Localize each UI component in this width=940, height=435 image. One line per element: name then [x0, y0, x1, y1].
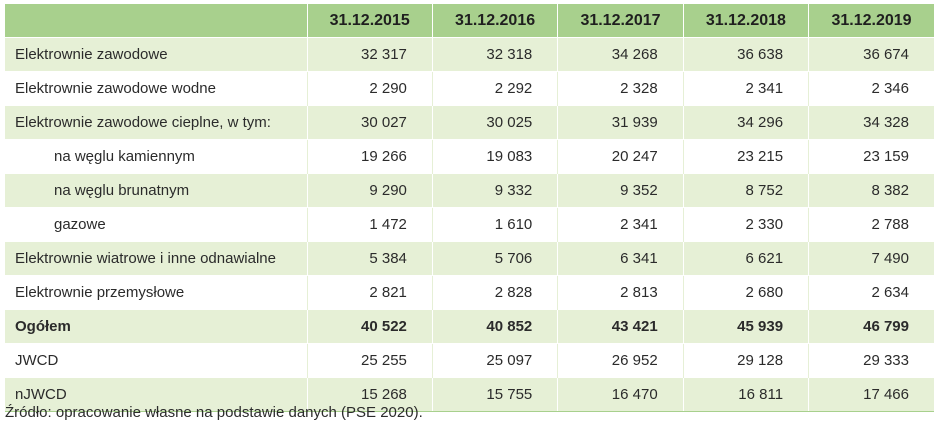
table-row: na węglu brunatnym 9 290 9 332 9 352 8 752 8 …: [5, 173, 934, 208]
table-cell: 2 341: [682, 71, 809, 106]
table-row: Elektrownie przemysłowe 2 821 2 828 2 813 2 …: [5, 275, 934, 310]
table-cell: 16 470: [557, 377, 684, 412]
table-body: Elektrownie zawodowe 32 317 32 318 34 268 36…: [5, 37, 934, 412]
table-row: gazowe 1 472 1 610 2 341 2 330 2 788: [5, 207, 934, 242]
table-cell: 34 268: [557, 37, 684, 72]
table-cell: 2 328: [557, 71, 684, 106]
table-cell: 29 128: [682, 343, 809, 378]
table-cell: 31 939: [557, 105, 684, 140]
table-cell: 20 247: [557, 139, 684, 174]
table-cell: 19 083: [431, 139, 558, 174]
table-cell: 19 266: [306, 139, 433, 174]
capacity-table: 31.12.2015 31.12.2016 31.12.2017 31.12.2…: [5, 4, 934, 412]
table-cell: 23 159: [808, 139, 934, 174]
table-row: Elektrownie wiatrowe i inne odnawialne 5 …: [5, 241, 934, 276]
table-cell: 8 752: [682, 173, 809, 208]
table-cell: 32 318: [431, 37, 558, 72]
table-cell: 45 939: [682, 309, 809, 344]
header-cell: 31.12.2017: [557, 4, 684, 38]
table-cell: 23 215: [682, 139, 809, 174]
table-cell: 46 799: [808, 309, 934, 344]
table-cell: 2 292: [431, 71, 558, 106]
table-cell: 2 346: [808, 71, 934, 106]
table-cell: 5 384: [306, 241, 433, 276]
table-cell: 40 522: [306, 309, 433, 344]
table-cell: 40 852: [431, 309, 558, 344]
table-cell: 2 290: [306, 71, 433, 106]
table-cell: 32 317: [306, 37, 433, 72]
header-cell: [5, 4, 307, 38]
table-cell: 7 490: [808, 241, 934, 276]
table-cell: 1 610: [431, 207, 558, 242]
row-label: gazowe: [5, 207, 307, 242]
table-cell: 9 352: [557, 173, 684, 208]
header-cell: 31.12.2019: [808, 4, 934, 38]
row-label: na węglu brunatnym: [5, 173, 307, 208]
table-row: Ogółem 40 522 40 852 43 421 45 939 46 799: [5, 309, 934, 344]
table-cell: 43 421: [557, 309, 684, 344]
table-row: Elektrownie zawodowe cieplne, w tym: 30 0…: [5, 105, 934, 140]
row-label: Ogółem: [5, 309, 307, 344]
header-cell: 31.12.2018: [682, 4, 809, 38]
row-label: nJWCD: [5, 377, 307, 412]
table-cell: 36 638: [682, 37, 809, 72]
table-row: na węglu kamiennym 19 266 19 083 20 247 23 2…: [5, 139, 934, 174]
table-cell: 8 382: [808, 173, 934, 208]
table-row: Elektrownie zawodowe 32 317 32 318 34 268 36…: [5, 37, 934, 72]
table-cell: 34 328: [808, 105, 934, 140]
table-cell: 1 472: [306, 207, 433, 242]
table-cell: 2 788: [808, 207, 934, 242]
row-label: Elektrownie przemysłowe: [5, 275, 307, 310]
row-label: Elektrownie zawodowe wodne: [5, 71, 307, 106]
table-cell: 30 027: [306, 105, 433, 140]
row-label: Elektrownie zawodowe: [5, 37, 307, 72]
table-cell: 15 755: [431, 377, 558, 412]
table-cell: 2 634: [808, 275, 934, 310]
source-note: Źródło: opracowanie własne na podstawie …: [5, 404, 423, 421]
table-row: JWCD 25 255 25 097 26 952 29 128 29 333: [5, 343, 934, 378]
table-cell: 30 025: [431, 105, 558, 140]
header-row: 31.12.2015 31.12.2016 31.12.2017 31.12.2…: [5, 4, 934, 38]
table-cell: 5 706: [431, 241, 558, 276]
table-cell: 25 097: [431, 343, 558, 378]
row-label: Elektrownie zawodowe cieplne, w tym:: [5, 105, 307, 140]
table-cell: 2 828: [431, 275, 558, 310]
table-row: nJWCD 15 268 15 755 16 470 16 811 17 466: [5, 377, 934, 412]
table-cell: 16 811: [682, 377, 809, 412]
table-cell: 17 466: [808, 377, 934, 412]
table-cell: 2 330: [682, 207, 809, 242]
row-label: Elektrownie wiatrowe i inne odnawialne: [5, 241, 307, 276]
table-cell: 36 674: [808, 37, 934, 72]
header-cell: 31.12.2015: [306, 4, 433, 38]
row-label: na węglu kamiennym: [5, 139, 307, 174]
table-cell: 9 332: [431, 173, 558, 208]
table-cell: 2 821: [306, 275, 433, 310]
table-cell: 29 333: [808, 343, 934, 378]
table-cell: 6 341: [557, 241, 684, 276]
table-cell: 25 255: [306, 343, 433, 378]
row-label: JWCD: [5, 343, 307, 378]
table-cell: 6 621: [682, 241, 809, 276]
table-row: Elektrownie zawodowe wodne 2 290 2 292 2 32…: [5, 71, 934, 106]
table-cell: 2 341: [557, 207, 684, 242]
table-cell: 26 952: [557, 343, 684, 378]
table-cell: 2 813: [557, 275, 684, 310]
table-cell: 2 680: [682, 275, 809, 310]
table-cell: 9 290: [306, 173, 433, 208]
table-cell: 15 268: [306, 377, 433, 412]
table-cell: 34 296: [682, 105, 809, 140]
header-cell: 31.12.2016: [431, 4, 558, 38]
